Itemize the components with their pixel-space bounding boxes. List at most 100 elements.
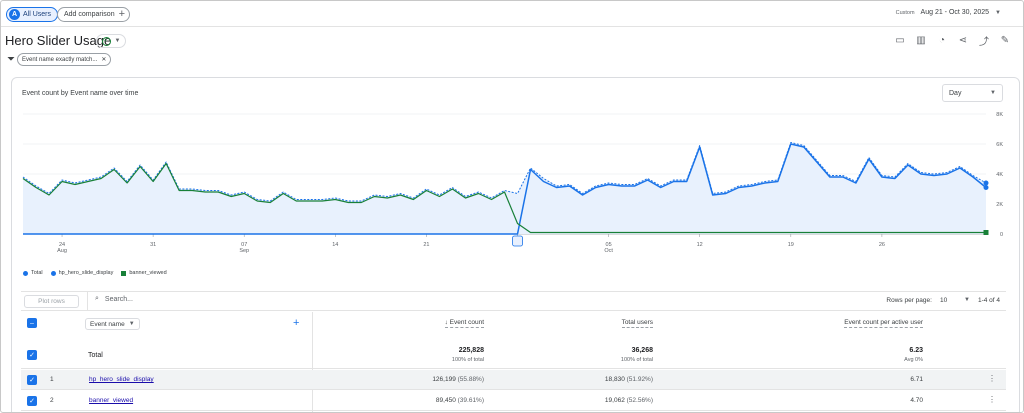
series-end-marker — [983, 230, 989, 235]
row-event-name-link[interactable]: banner_viewed — [89, 397, 134, 404]
x-tick-label: 31 — [150, 242, 156, 248]
insights-icon[interactable]: ◔ — [938, 34, 946, 46]
table-header: – Event name ▼ + ↓ Event count Total use… — [21, 312, 1006, 412]
column-header-total-users[interactable]: Total users — [621, 319, 653, 328]
total-event-count-sub: 100% of total — [451, 357, 484, 363]
filter-chip-label: Event name exactly match... — [22, 56, 98, 63]
event-count-pct: (55.88%) — [457, 376, 484, 383]
x-tick-label: 26 — [879, 242, 885, 248]
chevron-down-icon: ▼ — [128, 321, 135, 327]
range-type-label: Custom — [895, 9, 915, 16]
total-event-count: 225,828 — [458, 347, 484, 354]
page-info: 1-4 of 4 — [977, 297, 1000, 304]
x-tick-label: 12 — [697, 242, 703, 248]
chevron-down-icon: ▼ — [114, 38, 121, 44]
legend-square-icon — [121, 270, 127, 276]
dimension-label: Event name — [90, 320, 125, 328]
total-row-label: Total — [88, 352, 103, 359]
series-end-marker — [983, 185, 989, 190]
report-toolbar: ▭ ▥ ◔ ⋖ ⤴ ✎ — [894, 34, 1011, 48]
users-value: 18,830 — [604, 376, 625, 383]
rows-per-page-select[interactable]: 10 ▼ — [940, 297, 970, 304]
rows-per-page-label: Rows per page: — [886, 297, 932, 304]
event-count-value: 89,450 — [435, 397, 456, 404]
add-comparison-label: Add comparison — [64, 11, 115, 18]
granularity-value: Day — [949, 89, 962, 97]
users-pct: (52.56%) — [626, 397, 653, 404]
column-header-event-count[interactable]: ↓ Event count — [444, 319, 484, 328]
close-icon[interactable]: ✕ — [101, 57, 107, 63]
legend-label: Total — [31, 270, 43, 276]
legend-label: banner_viewed — [129, 270, 167, 276]
notes-icon[interactable]: ▭ — [895, 34, 905, 46]
table-toolbar: Plot rows ⌕ Search... Rows per page: 10 … — [21, 291, 1006, 311]
search-input[interactable]: Search... — [104, 295, 133, 303]
total-per-user: 6.23 — [909, 347, 923, 354]
series-line-banner-viewed — [22, 162, 986, 234]
x-tick-label: 07 — [241, 242, 247, 248]
x-tick-label: 05 — [606, 242, 612, 248]
row-total-users: 18,830 (51.92%) — [605, 376, 653, 383]
share-icon[interactable]: ⋖ — [958, 34, 968, 46]
line-chart: 02K4K6K8K24Aug3107Sep14212805Oct121926 — [22, 112, 1003, 254]
event-count-pct: (39.61%) — [457, 397, 484, 404]
y-tick-label: 2K — [996, 202, 1003, 208]
row-total-users: 19,062 (52.56%) — [605, 397, 653, 404]
legend-item[interactable]: banner_viewed — [121, 270, 167, 276]
date-range-label: Aug 21 - Oct 30, 2025 — [920, 9, 990, 16]
check-circle-icon: ✓ — [101, 36, 111, 46]
compare-icon[interactable]: ▥ — [916, 34, 926, 46]
x-tick-sublabel: Aug — [57, 248, 67, 254]
table-row[interactable]: ✓ 1 hp_hero_slide_display 126,199 (55.88… — [21, 370, 1006, 390]
x-tick-sublabel: Oct — [604, 248, 613, 254]
row-event-count: 89,450 (39.61%) — [436, 397, 484, 404]
plus-icon: + — [118, 8, 126, 20]
y-tick-label: 0 — [1000, 232, 1003, 238]
table-row[interactable]: ✓ 2 banner_viewed 89,450 (39.61%) 19,062… — [21, 391, 1006, 411]
add-comparison-button[interactable]: Add comparison + — [57, 7, 131, 22]
segment-label: All Users — [23, 11, 52, 18]
row-checkbox[interactable]: ✓ — [27, 375, 37, 385]
row-event-count: 126,199 (55.88%) — [432, 376, 484, 383]
segment-chip-all-users[interactable]: A All Users — [6, 7, 59, 22]
granularity-select[interactable]: Day ▼ — [942, 84, 1003, 102]
row-number: 1 — [50, 376, 54, 383]
chevron-down-icon: ▼ — [990, 90, 996, 96]
chart-legend: Total hp_hero_slide_display banner_viewed — [23, 270, 167, 276]
report-status-dropdown[interactable]: ✓ ▼ — [96, 34, 126, 48]
column-header-per-user[interactable]: Event count per active user — [844, 319, 923, 328]
total-users-sub: 100% of total — [620, 357, 653, 363]
series-line-total — [22, 142, 987, 202]
more-vert-icon[interactable]: ⋮ — [988, 374, 996, 383]
more-vert-icon[interactable]: ⋮ — [988, 395, 996, 404]
droplet-icon — [23, 270, 28, 276]
chart-title: Event count by Event name over time — [22, 90, 139, 97]
table-search[interactable]: ⌕ Search... — [95, 295, 133, 303]
page-title: Hero Slider Usage — [5, 33, 112, 48]
row-number: 2 — [50, 397, 54, 404]
filter-chip[interactable]: Event name exactly match... ✕ — [17, 53, 112, 66]
filter-icon: ⏷ — [7, 54, 15, 65]
y-tick-label: 8K — [996, 112, 1003, 118]
row-per-user: 6.71 — [910, 376, 923, 383]
trending-icon[interactable]: ⤴ — [979, 36, 989, 48]
pagination: Rows per page: 10 ▼ 1-4 of 4 — [886, 297, 1000, 304]
total-row-checkbox[interactable]: ✓ — [27, 350, 37, 360]
row-event-name-link[interactable]: hp_hero_slide_display — [89, 376, 154, 383]
add-dimension-button[interactable]: + — [293, 317, 300, 329]
edit-pencil-icon[interactable]: ✎ — [1000, 34, 1010, 46]
total-users: 36,268 — [631, 347, 653, 354]
plot-rows-button[interactable]: Plot rows — [24, 295, 79, 308]
legend-item[interactable]: Total — [23, 270, 43, 276]
annotation-note-icon — [512, 235, 523, 247]
top-bar: A All Users Add comparison + Custom Aug … — [1, 1, 1023, 27]
x-tick-label: 19 — [788, 242, 794, 248]
event-count-value: 126,199 — [432, 376, 456, 383]
dimension-selector[interactable]: Event name ▼ — [85, 318, 140, 330]
date-range-picker[interactable]: Custom Aug 21 - Oct 30, 2025 ▼ — [896, 9, 1001, 16]
search-icon: ⌕ — [95, 295, 99, 302]
select-all-checkbox[interactable]: – — [27, 318, 37, 328]
row-checkbox[interactable]: ✓ — [27, 396, 37, 406]
legend-item[interactable]: hp_hero_slide_display — [50, 270, 113, 276]
